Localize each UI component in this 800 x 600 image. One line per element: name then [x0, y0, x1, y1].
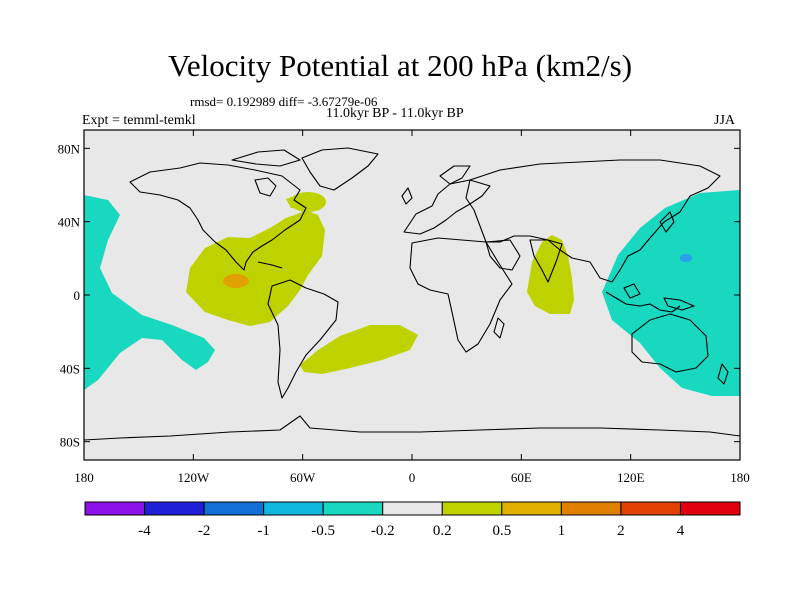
coast-new-guinea — [663, 297, 695, 311]
colorbar-swatch — [382, 501, 443, 516]
axis-ticks — [83, 130, 741, 460]
coast-british-isles — [401, 187, 413, 205]
coast-new-zealand — [717, 363, 729, 385]
colorbar-swatch — [263, 501, 324, 516]
colorbar: -4 -2 -1 -0.5 -0.2 0.2 0.5 1 2 4 — [84, 501, 741, 539]
coast-borneo — [623, 283, 641, 299]
experiment-label: Expt = temml-temkl — [82, 113, 196, 128]
axis-labels: 80N 40N 0 40S 80S 180 120W 60W 0 60E 120E 180 — [58, 141, 750, 485]
x-tick-label: 60E — [511, 470, 532, 485]
colorbar-label: -1 — [257, 523, 270, 539]
east-pacific-negative-anomaly — [84, 195, 215, 390]
x-tick-label: 0 — [409, 470, 416, 485]
coast-indonesia — [605, 291, 681, 313]
coast-greenland — [301, 147, 379, 191]
coast-europe — [403, 179, 491, 235]
y-tick-label: 40S — [60, 361, 80, 376]
y-tick-label: 80N — [58, 141, 81, 156]
coast-scandinavia — [439, 165, 471, 185]
coast-hudson-bay — [254, 177, 277, 197]
colorbar-swatch — [679, 501, 741, 516]
anomaly-fields — [84, 147, 740, 441]
colorbar-label: -2 — [198, 523, 211, 539]
colorbar-swatch — [560, 501, 622, 516]
colorbar-swatch — [203, 501, 265, 516]
coastlines — [84, 147, 740, 441]
y-tick-label: 40N — [58, 215, 81, 230]
colorbar-label: 0.2 — [433, 523, 452, 539]
y-tick-label: 0 — [74, 288, 81, 303]
colorbar-swatch — [441, 501, 503, 516]
colorbar-swatch — [322, 501, 384, 516]
colorbar-label: -0.5 — [311, 523, 335, 539]
colorbar-label: 2 — [617, 523, 625, 539]
x-tick-label: 60W — [290, 470, 316, 485]
y-tick-label: 80S — [60, 435, 80, 450]
coast-arctic-islands — [231, 149, 301, 167]
coast-north-america — [129, 162, 307, 271]
colorbar-swatch — [501, 501, 562, 516]
coast-asia — [465, 159, 721, 283]
x-tick-label: 180 — [730, 470, 750, 485]
coast-arabia — [485, 239, 521, 271]
x-tick-label: 120W — [177, 470, 210, 485]
time-range-label: 11.0kyr BP - 11.0kyr BP — [326, 106, 464, 121]
colorbar-label: -0.2 — [371, 523, 395, 539]
coast-africa — [409, 237, 513, 353]
coast-antarctica — [84, 415, 740, 441]
east-pacific-core-anomaly — [223, 274, 249, 288]
colorbar-label: 1 — [558, 523, 566, 539]
coast-cuba — [257, 261, 283, 269]
x-tick-label: 180 — [74, 470, 94, 485]
colorbar-swatch — [84, 501, 146, 516]
coast-india — [529, 239, 563, 283]
coast-south-america — [267, 279, 339, 399]
colorbar-swatch — [620, 501, 681, 516]
colorbar-label: -4 — [138, 523, 151, 539]
south-atlantic-positive-anomaly — [300, 325, 418, 374]
rmsd-diff-stats: rmsd= 0.192989 diff= -3.67279e-06 — [190, 94, 378, 109]
chart-title: Velocity Potential at 200 hPa (km2/s) — [167, 48, 633, 83]
colorbar-swatch — [144, 501, 205, 516]
colorbar-label: 4 — [677, 523, 685, 539]
x-tick-label: 120E — [617, 470, 645, 485]
west-pacific-negative-anomaly — [602, 190, 740, 396]
coast-australia — [631, 313, 709, 373]
season-label: JJA — [714, 113, 736, 128]
pacific-core-negative-anomaly — [680, 254, 692, 262]
coast-japan — [659, 211, 675, 233]
colorbar-label: 0.5 — [492, 523, 511, 539]
coast-madagascar — [493, 317, 505, 339]
north-atlantic-positive-cell — [290, 192, 326, 212]
